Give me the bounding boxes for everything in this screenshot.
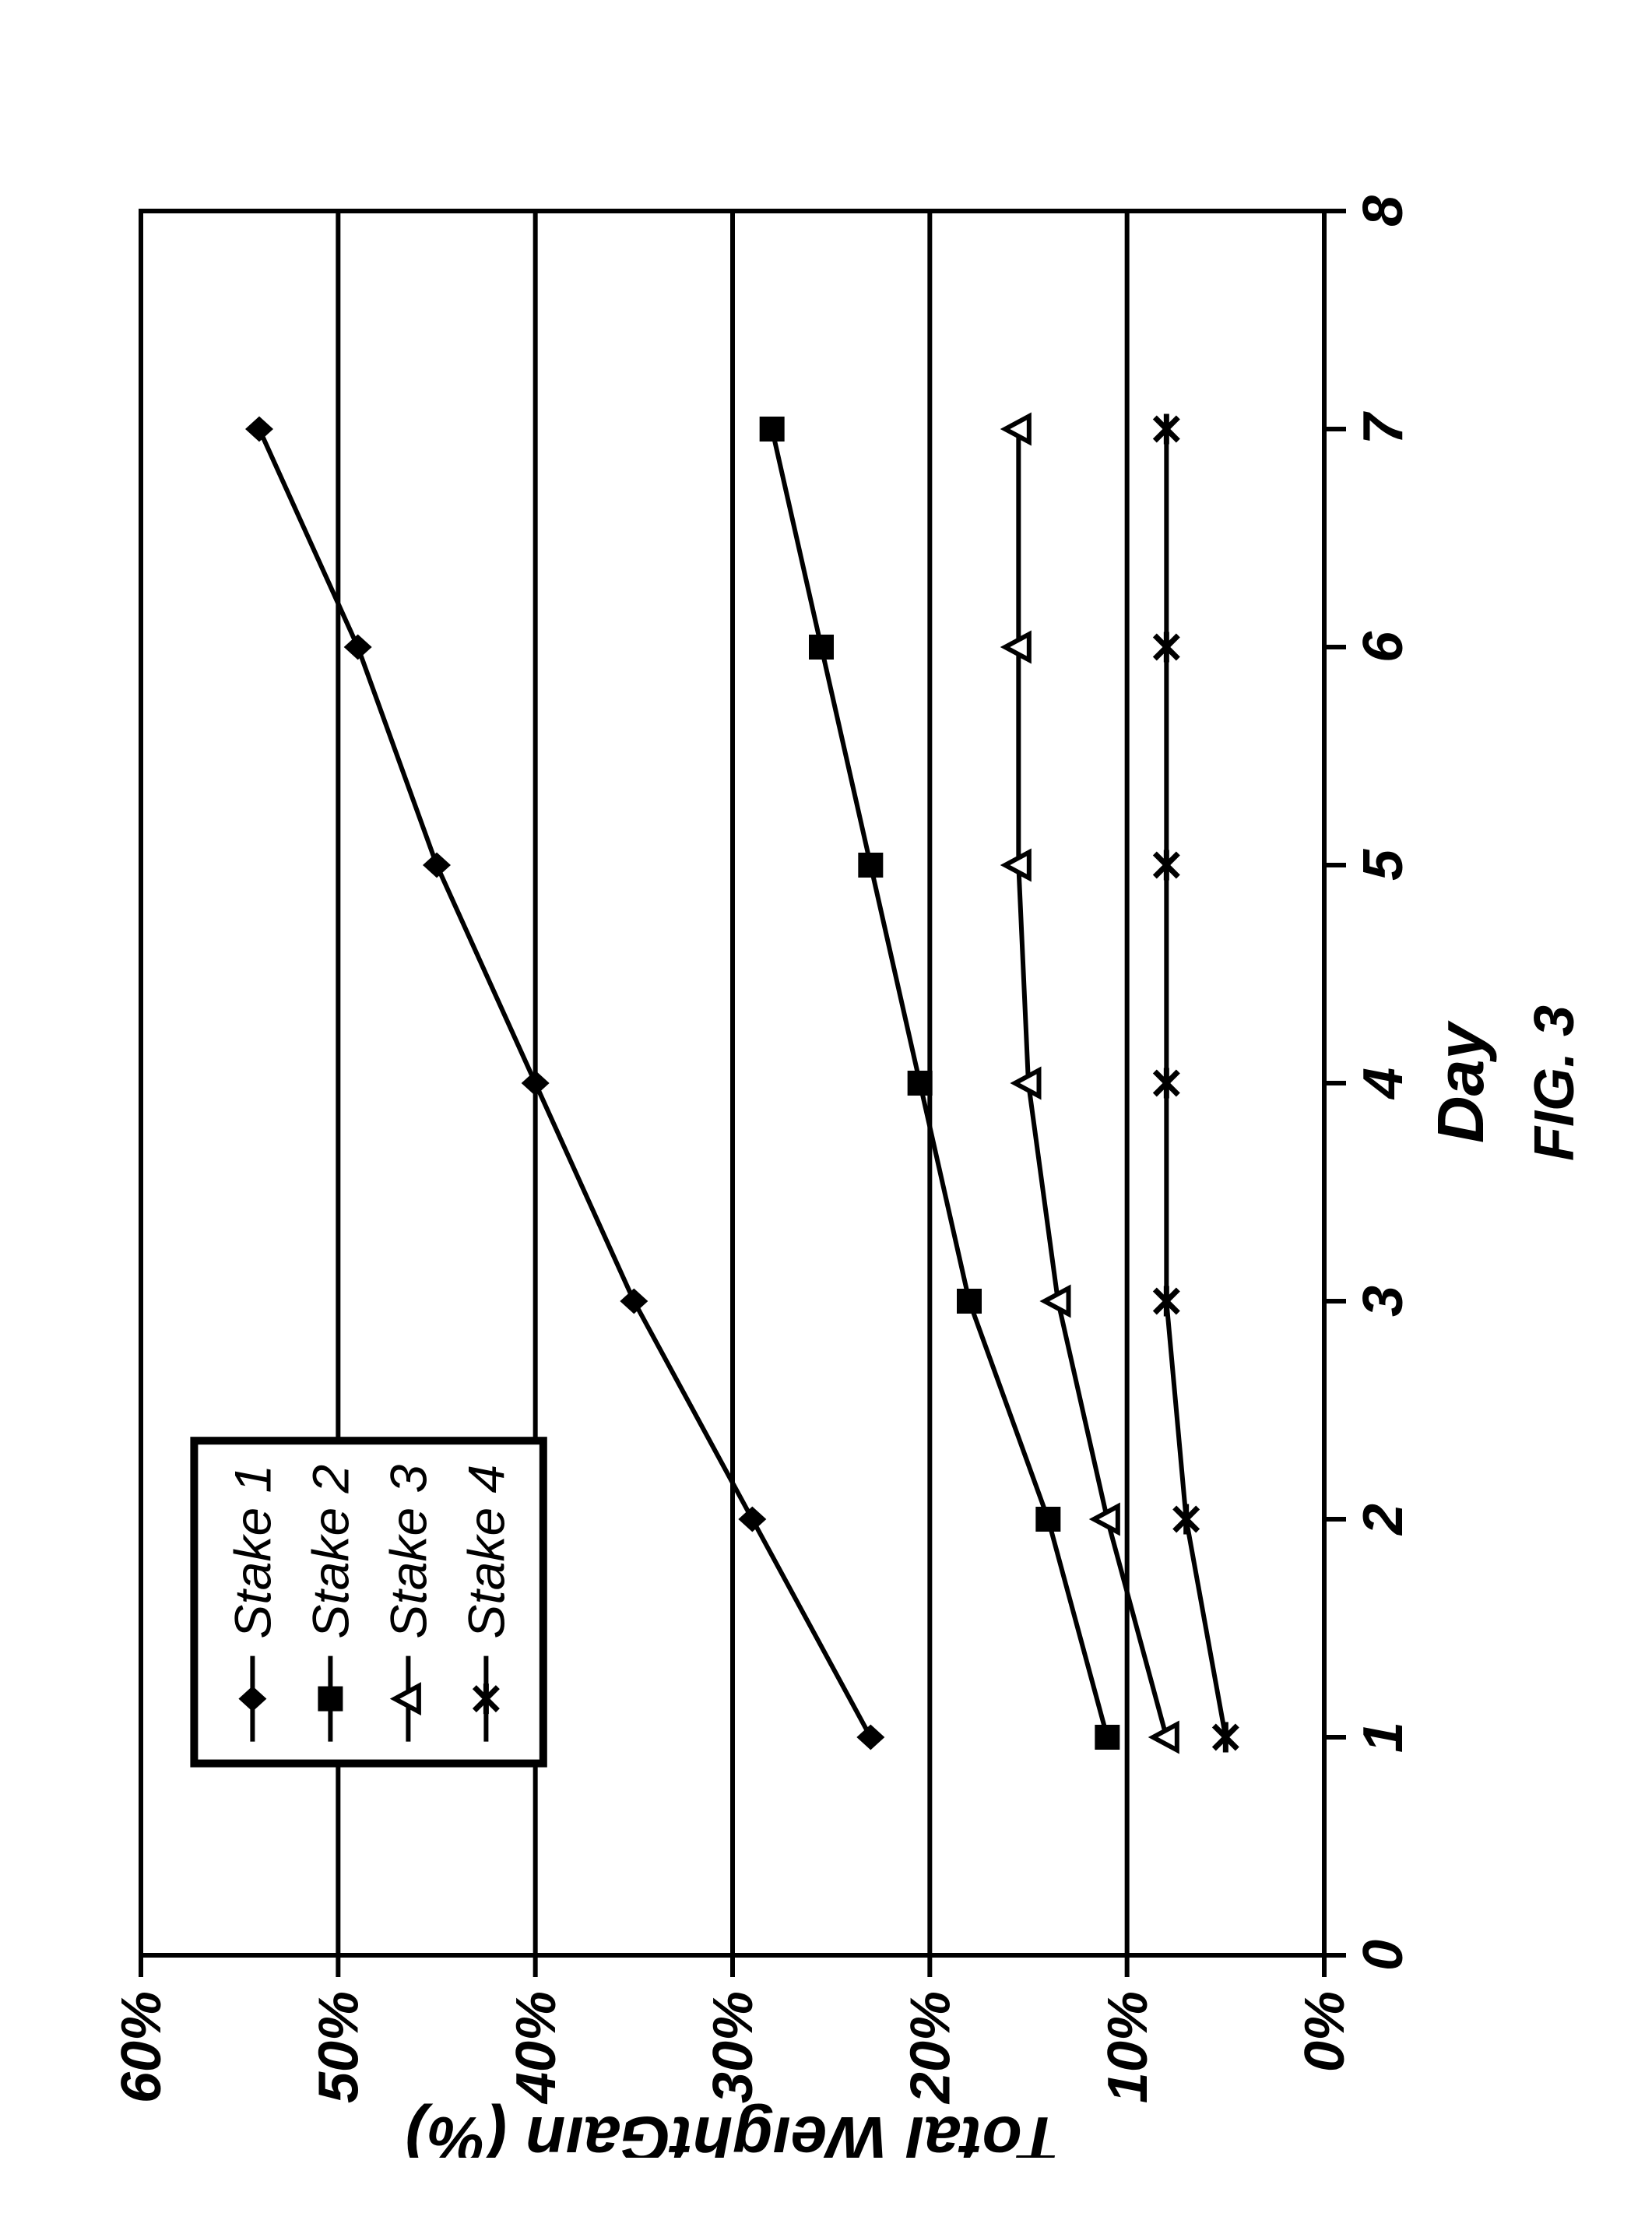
square-icon	[1036, 1508, 1060, 1531]
square-icon	[761, 417, 784, 441]
y-tick-label: 0%	[1294, 1991, 1356, 2072]
y-axis-label: Total WeightGain (%)	[406, 2103, 1060, 2158]
y-tick-label: 40%	[505, 1991, 568, 2105]
y-tick-label: 30%	[702, 1991, 764, 2103]
x-tick-label: 8	[1352, 195, 1415, 227]
legend-label: Stake 2	[302, 1465, 360, 1639]
y-tick-label: 50%	[308, 1991, 371, 2103]
line-chart: 0% 10% 20% 30% 40% 50% 60% 0 1 2 3 4 5 6 7 8 Day Total We…	[47, 55, 1605, 2158]
square-icon	[318, 1687, 342, 1711]
legend-label: Stake 1	[224, 1465, 282, 1639]
x-tick-label: 6	[1352, 631, 1415, 663]
x-tick-label: 1	[1352, 1722, 1415, 1753]
x-tick-label: 2	[1352, 1504, 1415, 1536]
square-icon	[859, 853, 882, 877]
square-icon	[810, 635, 833, 659]
figure-caption: FIG. 3	[1524, 1005, 1586, 1161]
square-icon	[958, 1289, 981, 1313]
y-tick-label: 60%	[111, 1991, 173, 2103]
x-tick-label: 0	[1352, 1940, 1415, 1971]
x-axis-label: Day	[1424, 1020, 1497, 1143]
x-tick-label: 3	[1352, 1286, 1415, 1317]
x-tick-label: 7	[1352, 411, 1415, 445]
x-tick-label: 5	[1352, 849, 1415, 881]
x-tick-label: 4	[1352, 1068, 1415, 1100]
legend-label: Stake 4	[458, 1465, 515, 1639]
square-icon	[909, 1071, 932, 1095]
y-tick-label: 10%	[1097, 1991, 1159, 2103]
y-tick-label: 20%	[900, 1991, 962, 2105]
legend: Stake 1 Stake 2 Stake 3 Stake 4	[194, 1441, 543, 1763]
legend-label: Stake 3	[380, 1464, 438, 1638]
square-icon	[1095, 1726, 1119, 1749]
